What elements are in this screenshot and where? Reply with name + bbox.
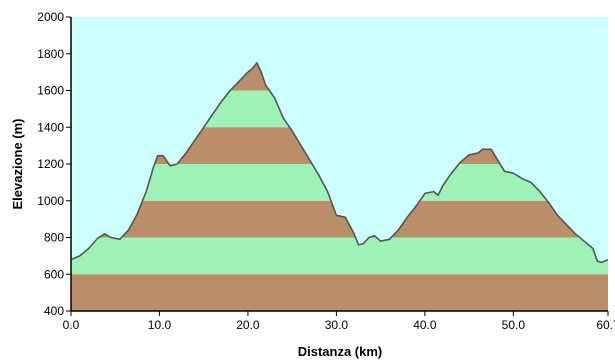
elevation-profile-line: [70, 62, 609, 264]
x-tick-label: 30.0: [325, 318, 349, 332]
y-tick-label: 1800: [37, 47, 64, 61]
x-tick-label: 60.7: [596, 318, 615, 332]
y-tick-label: 400: [44, 304, 64, 318]
y-tick-label: 1400: [37, 120, 64, 134]
x-axis-title: Distanza (km): [298, 344, 383, 359]
elevation-band: [71, 237, 608, 275]
y-axis-title: Elevazione (m): [10, 118, 25, 209]
y-tick-label: 800: [44, 231, 64, 245]
y-tick-label: 1000: [37, 194, 64, 208]
y-tick-label: 600: [44, 267, 64, 281]
x-axis-ticks: 0.0 10.0 20.0 30.0 40.0 50.0 60.7: [63, 311, 615, 332]
x-tick-label: 20.0: [236, 318, 260, 332]
x-tick-label: 0.0: [63, 318, 80, 332]
y-axis-ticks: 400 600 800 1000 1200 1400 1600 1800 2000: [37, 10, 71, 318]
y-tick-label: 1600: [37, 84, 64, 98]
x-tick-label: 50.0: [502, 318, 526, 332]
elevation-band: [71, 274, 608, 311]
y-tick-label: 2000: [37, 10, 64, 24]
y-tick-label: 1200: [37, 157, 64, 171]
x-tick-label: 40.0: [413, 318, 437, 332]
x-tick-label: 10.0: [148, 318, 172, 332]
